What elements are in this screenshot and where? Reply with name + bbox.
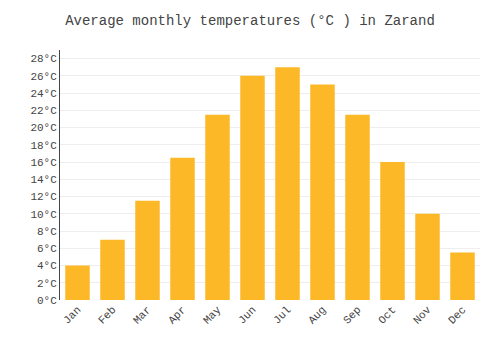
svg-text:6°C: 6°C (37, 243, 57, 255)
svg-text:14°C: 14°C (30, 174, 57, 186)
svg-text:26°C: 26°C (30, 71, 57, 83)
svg-text:10°C: 10°C (30, 209, 57, 221)
svg-text:Oct: Oct (376, 304, 398, 326)
svg-text:22°C: 22°C (30, 105, 57, 117)
svg-text:18°C: 18°C (30, 140, 57, 152)
svg-text:4°C: 4°C (37, 260, 57, 272)
svg-text:Jun: Jun (236, 304, 258, 326)
svg-text:Jan: Jan (61, 304, 83, 326)
svg-text:20°C: 20°C (30, 122, 57, 134)
svg-text:12°C: 12°C (30, 191, 57, 203)
svg-text:Mar: Mar (131, 304, 153, 326)
svg-text:Apr: Apr (166, 304, 188, 326)
svg-text:May: May (201, 304, 224, 327)
svg-text:28°C: 28°C (30, 53, 57, 65)
svg-text:24°C: 24°C (30, 88, 57, 100)
svg-text:Average monthly temperatures (: Average monthly temperatures (°C ) in Za… (65, 13, 435, 29)
svg-text:Jul: Jul (271, 304, 293, 326)
svg-text:Feb: Feb (96, 304, 118, 326)
svg-text:8°C: 8°C (37, 226, 57, 238)
svg-text:0°C: 0°C (37, 295, 57, 307)
svg-text:Aug: Aug (306, 304, 328, 326)
svg-text:2°C: 2°C (37, 278, 57, 290)
svg-text:Nov: Nov (411, 304, 434, 327)
svg-text:16°C: 16°C (30, 157, 57, 169)
svg-text:Sep: Sep (341, 304, 363, 326)
svg-text:Dec: Dec (446, 304, 468, 326)
